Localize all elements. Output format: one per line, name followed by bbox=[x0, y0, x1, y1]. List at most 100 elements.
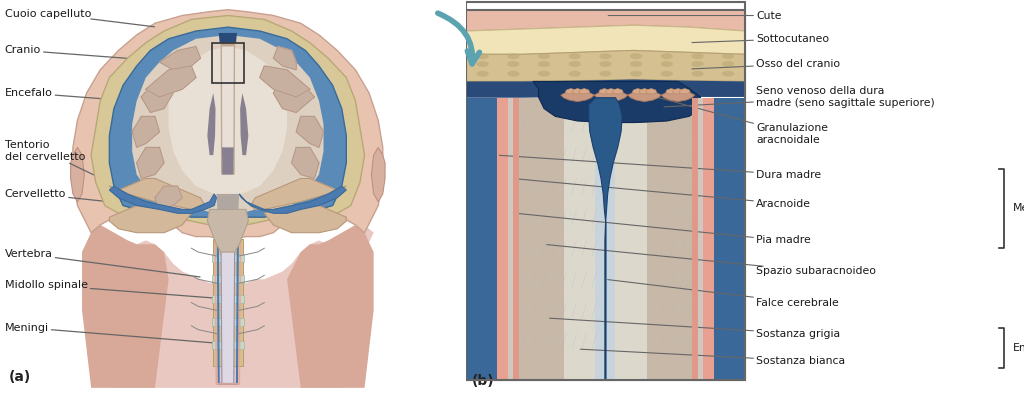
Polygon shape bbox=[82, 225, 169, 388]
Polygon shape bbox=[212, 341, 244, 349]
Bar bbox=[212, 43, 244, 83]
Polygon shape bbox=[287, 225, 374, 388]
Polygon shape bbox=[213, 278, 243, 296]
Ellipse shape bbox=[599, 61, 611, 67]
Polygon shape bbox=[137, 147, 164, 179]
Polygon shape bbox=[599, 88, 610, 94]
Ellipse shape bbox=[568, 61, 581, 67]
Polygon shape bbox=[73, 10, 383, 240]
Polygon shape bbox=[563, 98, 595, 380]
Polygon shape bbox=[220, 35, 236, 175]
Polygon shape bbox=[673, 88, 684, 94]
Text: Cranio: Cranio bbox=[4, 45, 147, 60]
Polygon shape bbox=[213, 325, 243, 342]
Polygon shape bbox=[666, 88, 677, 94]
Polygon shape bbox=[132, 35, 324, 213]
Polygon shape bbox=[515, 98, 563, 380]
Ellipse shape bbox=[660, 71, 673, 77]
Text: Sostanza grigia: Sostanza grigia bbox=[550, 318, 841, 339]
Polygon shape bbox=[605, 88, 616, 94]
Polygon shape bbox=[260, 66, 310, 97]
Polygon shape bbox=[82, 225, 374, 388]
Text: Falce cerebrale: Falce cerebrale bbox=[607, 280, 839, 307]
Text: Vertebra: Vertebra bbox=[4, 249, 200, 277]
Polygon shape bbox=[264, 206, 346, 233]
Polygon shape bbox=[662, 89, 694, 102]
Polygon shape bbox=[615, 98, 647, 380]
Bar bbox=[466, 10, 745, 380]
Polygon shape bbox=[565, 88, 577, 94]
Text: Encefalo: Encefalo bbox=[1013, 343, 1024, 353]
Polygon shape bbox=[292, 147, 319, 179]
Polygon shape bbox=[212, 318, 244, 326]
Polygon shape bbox=[296, 116, 324, 147]
Text: Cervelletto: Cervelletto bbox=[4, 189, 124, 203]
Polygon shape bbox=[612, 88, 624, 94]
Polygon shape bbox=[594, 89, 628, 102]
Polygon shape bbox=[212, 254, 244, 262]
Text: (a): (a) bbox=[9, 370, 32, 384]
Polygon shape bbox=[647, 98, 696, 380]
Ellipse shape bbox=[630, 61, 642, 67]
Ellipse shape bbox=[691, 61, 703, 67]
Polygon shape bbox=[696, 98, 703, 380]
Polygon shape bbox=[628, 89, 662, 102]
Polygon shape bbox=[216, 194, 240, 217]
Polygon shape bbox=[141, 78, 173, 112]
Polygon shape bbox=[213, 301, 243, 319]
Polygon shape bbox=[212, 276, 244, 283]
Polygon shape bbox=[207, 93, 215, 155]
Polygon shape bbox=[466, 98, 497, 380]
Text: Sottocutaneo: Sottocutaneo bbox=[692, 34, 829, 44]
Polygon shape bbox=[213, 348, 243, 366]
Ellipse shape bbox=[507, 61, 519, 67]
Polygon shape bbox=[466, 98, 745, 380]
Polygon shape bbox=[251, 179, 346, 209]
Ellipse shape bbox=[599, 71, 611, 77]
Text: Osso del cranio: Osso del cranio bbox=[692, 59, 841, 69]
Polygon shape bbox=[169, 46, 287, 198]
Polygon shape bbox=[221, 217, 234, 384]
Polygon shape bbox=[222, 46, 233, 167]
Polygon shape bbox=[207, 209, 249, 252]
Polygon shape bbox=[679, 88, 690, 94]
Polygon shape bbox=[561, 89, 594, 102]
Polygon shape bbox=[221, 366, 234, 373]
Ellipse shape bbox=[507, 53, 519, 59]
Text: Meningi: Meningi bbox=[4, 323, 215, 343]
Polygon shape bbox=[639, 88, 650, 94]
Polygon shape bbox=[703, 98, 715, 380]
Ellipse shape bbox=[538, 71, 550, 77]
Ellipse shape bbox=[630, 71, 642, 77]
Polygon shape bbox=[497, 98, 508, 380]
Ellipse shape bbox=[538, 53, 550, 59]
Text: Midollo spinale: Midollo spinale bbox=[4, 280, 219, 299]
Ellipse shape bbox=[476, 71, 488, 77]
Polygon shape bbox=[160, 46, 201, 70]
Polygon shape bbox=[221, 296, 234, 303]
Polygon shape bbox=[692, 98, 697, 380]
Ellipse shape bbox=[660, 53, 673, 59]
Text: Seno venoso della dura
madre (seno sagittale superiore): Seno venoso della dura madre (seno sagit… bbox=[664, 86, 935, 108]
Polygon shape bbox=[212, 295, 244, 303]
Ellipse shape bbox=[476, 53, 488, 59]
Ellipse shape bbox=[691, 53, 703, 59]
Ellipse shape bbox=[599, 53, 611, 59]
Ellipse shape bbox=[568, 71, 581, 77]
Polygon shape bbox=[273, 78, 314, 112]
Text: Granulazione
aracnoidale: Granulazione aracnoidale bbox=[647, 95, 828, 145]
Text: Tentorio
del cervelletto: Tentorio del cervelletto bbox=[4, 141, 139, 197]
Polygon shape bbox=[513, 98, 519, 380]
Polygon shape bbox=[110, 27, 346, 221]
Polygon shape bbox=[466, 25, 745, 54]
Polygon shape bbox=[110, 206, 191, 233]
Polygon shape bbox=[110, 186, 216, 213]
Polygon shape bbox=[71, 147, 84, 202]
Ellipse shape bbox=[722, 61, 734, 67]
Text: Cuoio capelluto: Cuoio capelluto bbox=[4, 8, 155, 27]
Text: Cute: Cute bbox=[608, 11, 781, 21]
Text: Dura madre: Dura madre bbox=[500, 155, 821, 179]
Text: Pia madre: Pia madre bbox=[519, 214, 811, 246]
Polygon shape bbox=[273, 46, 296, 70]
Ellipse shape bbox=[630, 53, 642, 59]
